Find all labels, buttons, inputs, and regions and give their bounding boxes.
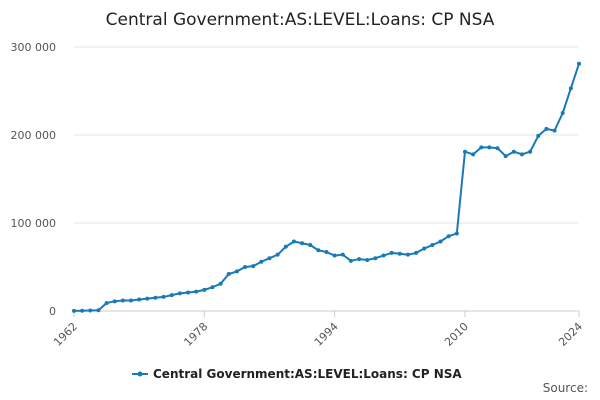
- point: [80, 308, 85, 313]
- point: [552, 128, 557, 133]
- point: [104, 301, 109, 306]
- point: [291, 239, 296, 244]
- point: [283, 244, 288, 249]
- point: [300, 241, 305, 246]
- point: [120, 298, 125, 303]
- point: [528, 149, 533, 154]
- point: [560, 111, 565, 115]
- point: [161, 294, 166, 299]
- y-tick-label: 200 000: [11, 129, 57, 142]
- source: Source:: [543, 381, 588, 395]
- point: [226, 272, 231, 277]
- point: [153, 295, 158, 300]
- point: [446, 234, 451, 239]
- point: [72, 308, 76, 313]
- point: [202, 287, 207, 292]
- legend-label: Central Government:AS:LEVEL:Loans: CP NS…: [153, 367, 462, 381]
- point: [348, 258, 353, 263]
- point: [169, 293, 174, 298]
- point: [373, 256, 378, 261]
- point: [137, 297, 142, 302]
- point: [479, 145, 484, 150]
- x-tick-label: 1994: [312, 320, 341, 349]
- point: [397, 251, 402, 256]
- point: [389, 250, 394, 255]
- point: [243, 265, 248, 269]
- point: [96, 308, 101, 313]
- x-tick-label: 1978: [181, 320, 210, 349]
- legend-marker: [137, 371, 143, 377]
- point: [462, 149, 467, 154]
- x-tick-label: 2024: [556, 320, 585, 349]
- point: [495, 146, 500, 151]
- point: [511, 149, 516, 154]
- point: [177, 291, 182, 296]
- point: [414, 250, 419, 255]
- point: [430, 243, 435, 247]
- point: [145, 296, 150, 301]
- point: [340, 252, 345, 257]
- point: [405, 252, 410, 257]
- point: [503, 154, 508, 159]
- point: [267, 256, 272, 261]
- point: [471, 152, 476, 157]
- y-tick-label: 300 000: [11, 41, 57, 54]
- y-tick-label: 0: [49, 305, 56, 318]
- point: [251, 264, 256, 269]
- y-tick-label: 100 000: [11, 217, 57, 230]
- point: [332, 253, 337, 258]
- x-tick-label: 1962: [51, 320, 80, 349]
- point: [438, 239, 443, 244]
- point: [186, 290, 191, 295]
- point: [536, 133, 541, 138]
- series-line: [73, 63, 580, 312]
- point: [234, 269, 239, 274]
- chart-title: Central Government:AS:LEVEL:Loans: CP NS…: [106, 10, 495, 30]
- point: [210, 285, 215, 290]
- point: [129, 298, 134, 303]
- point: [194, 289, 199, 294]
- point: [544, 126, 549, 131]
- point: [308, 243, 313, 247]
- point: [275, 252, 280, 257]
- point: [259, 259, 264, 264]
- point: [381, 253, 386, 258]
- point: [112, 299, 117, 304]
- point: [365, 257, 370, 262]
- point: [568, 86, 573, 91]
- point: [88, 308, 93, 313]
- point: [519, 152, 524, 157]
- point: [422, 246, 427, 251]
- point: [316, 248, 321, 253]
- point: [487, 145, 492, 150]
- point: [357, 257, 362, 262]
- point: [324, 250, 329, 255]
- x-tick-label: 2010: [442, 320, 471, 349]
- point: [218, 281, 223, 286]
- point: [454, 231, 459, 236]
- point: [577, 61, 581, 66]
